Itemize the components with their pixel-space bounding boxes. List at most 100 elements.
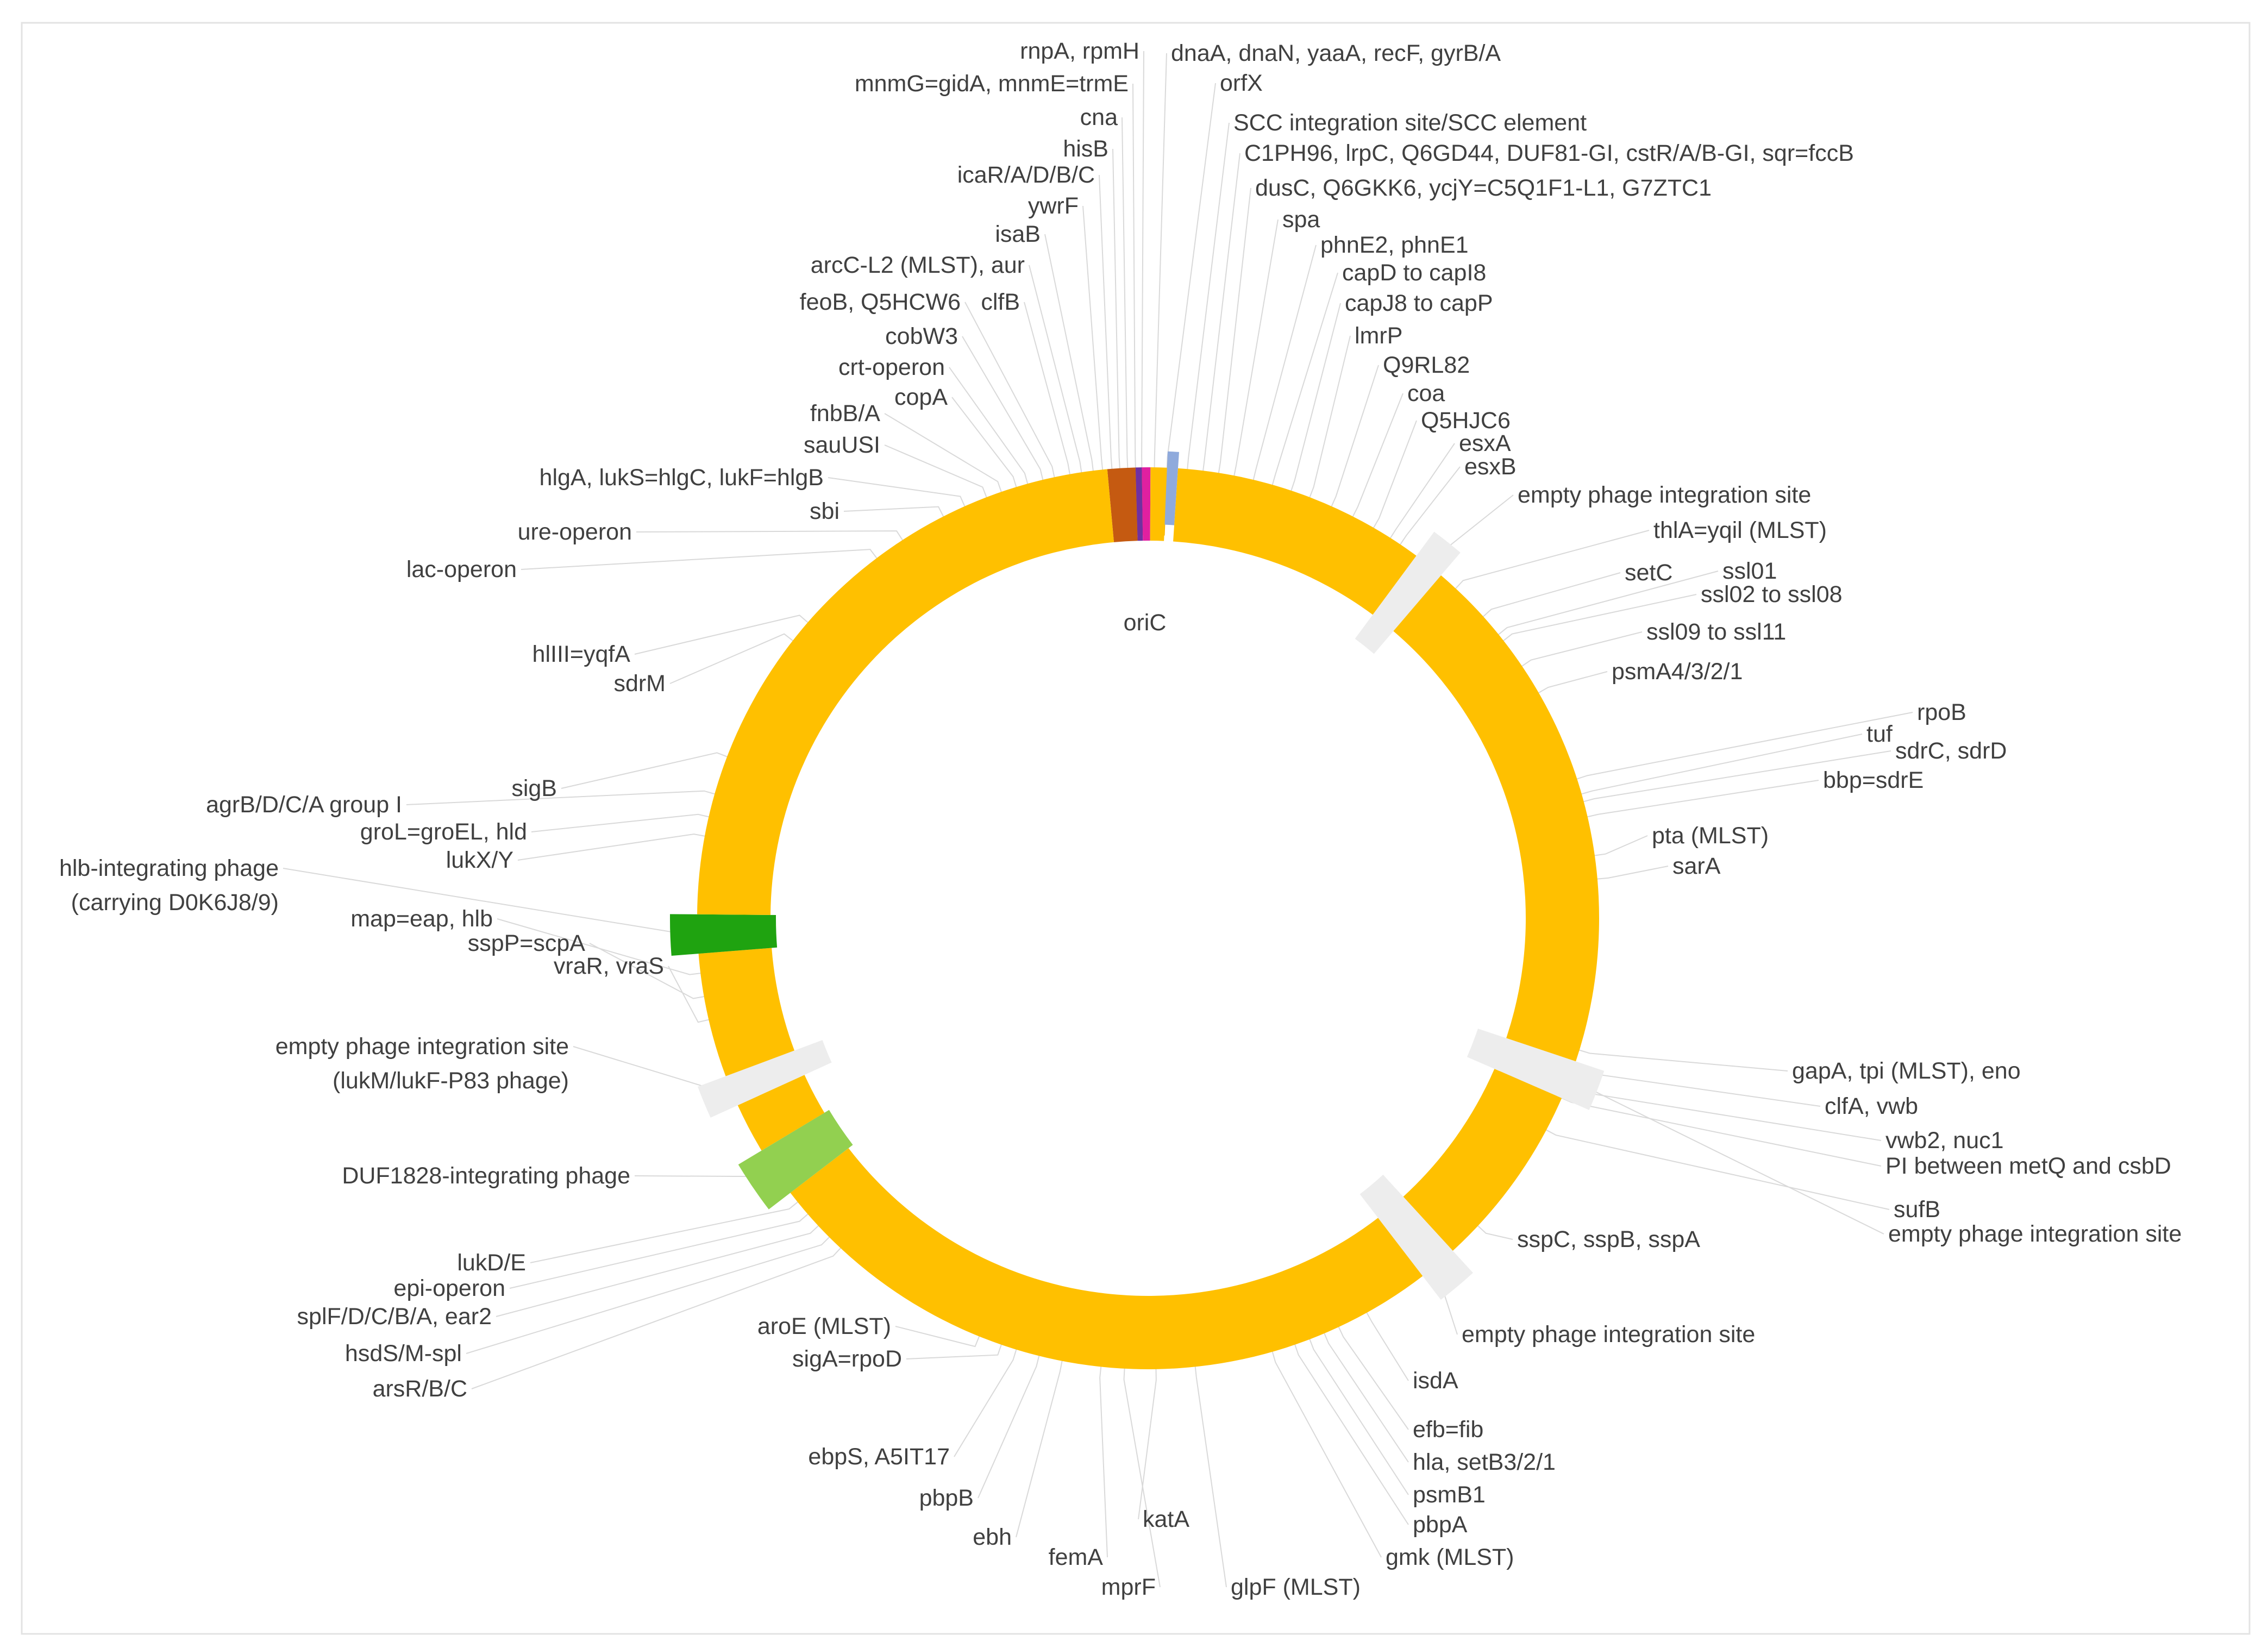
gene-label: tuf: [1866, 721, 1893, 747]
gene-label: coa: [1407, 380, 1445, 406]
gene-label: esxA: [1459, 430, 1511, 456]
gene-label: femA: [1049, 1544, 1104, 1570]
gene-label: isaB: [995, 221, 1041, 247]
gene-label: arsR/B/C: [373, 1376, 467, 1402]
gene-label: Q5HJC6: [1421, 408, 1511, 434]
empty-phage-site-3: [1359, 1174, 1473, 1300]
gene-label: psmA4/3/2/1: [1612, 659, 1743, 685]
gene-label: orfX: [1220, 70, 1263, 96]
leader-line: [1141, 51, 1144, 519]
gene-label: lukD/E: [457, 1250, 526, 1276]
gene-label: glpF (MLST): [1231, 1574, 1361, 1600]
duf1828-phage: [738, 1110, 853, 1210]
gene-label: rpoB: [1917, 699, 1966, 725]
gene-label: aroE (MLST): [757, 1313, 891, 1339]
leader-line: [1099, 174, 1117, 521]
gene-label: ssl09 to ssl11: [1646, 619, 1786, 645]
gene-label: sigA=rpoD: [792, 1346, 902, 1372]
gene-label: PI between metQ and csbD: [1885, 1153, 2171, 1179]
core-arc-7: [698, 948, 795, 1076]
gene-label: ssl02 to ssl08: [1701, 581, 1843, 607]
gene-label: empty phage integration site: [1888, 1221, 2182, 1247]
gene-label: lac-operon: [406, 556, 517, 582]
oric-magenta: [1142, 467, 1151, 541]
gene-label: sbi: [810, 498, 839, 524]
leader-line: [1500, 1105, 1890, 1210]
leader-line: [1122, 117, 1131, 519]
core-arc-4: [1403, 1069, 1562, 1251]
gene-label: rnpA, rpmH: [1020, 38, 1139, 64]
gene-label: SCC integration site/SCC element: [1233, 110, 1587, 136]
gene-label: setC: [1625, 560, 1672, 586]
gene-label: ebh: [973, 1524, 1012, 1550]
gene-label: empty phage integration site: [1462, 1321, 1755, 1348]
empty-phage-site-1: [1355, 531, 1461, 654]
core-arc-8: [697, 469, 1114, 915]
gene-label: DUF1828-integrating phage: [342, 1163, 630, 1189]
gene-label: ebpS, A5IT17: [808, 1444, 950, 1470]
gene-label: dusC, Q6GKK6, ycjY=C5Q1F1-L1, G7ZTC1: [1255, 175, 1712, 201]
gene-label: hla, setB3/2/1: [1413, 1449, 1556, 1475]
gene-label: dnaA, dnaN, yaaA, recF, gyrB/A: [1171, 40, 1501, 66]
core-arc-6: [737, 1075, 825, 1151]
gene-label: cobW3: [885, 323, 958, 349]
leader-line: [496, 1190, 857, 1317]
gene-label: thlA=yqil (MLST): [1653, 517, 1827, 543]
gene-label: gmk (MLST): [1386, 1544, 1514, 1570]
gene-label: mnmG=gidA, mnmE=trmE: [855, 71, 1129, 97]
chromosome-ring: [670, 451, 1605, 1369]
core-arc-2: [1173, 468, 1417, 615]
gene-label: agrB/D/C/A group I: [206, 792, 402, 818]
gene-label: isdA: [1413, 1368, 1458, 1394]
scc-element: [1164, 451, 1179, 525]
gene-label: sspC, sspB, sspA: [1517, 1226, 1700, 1252]
gene-label: sdrM: [613, 671, 666, 697]
core-arc-5: [790, 1148, 1423, 1369]
gene-label: hlIII=yqfA: [532, 641, 631, 667]
oric-label: oriC: [1124, 610, 1167, 636]
gene-label: C1PH96, lrpC, Q6GD44, DUF81-GI, cstR/A/B…: [1244, 140, 1854, 166]
leader-line: [406, 790, 765, 809]
gene-label: gapA, tpi (MLST), eno: [1792, 1058, 2021, 1084]
gene-label: cna: [1080, 104, 1118, 130]
empty-phage-site-4: [698, 1040, 832, 1118]
gene-label: capD to capI8: [1342, 260, 1486, 286]
gene-label: pta (MLST): [1652, 823, 1769, 849]
gene-label: map=eap, hlb: [350, 906, 493, 932]
gene-label: bbp=sdrE: [1823, 767, 1924, 793]
gene-label: clfB: [981, 289, 1020, 315]
gene-label: splF/D/C/B/A, ear2: [297, 1304, 492, 1330]
gene-label: (lukM/lukF-P83 phage): [333, 1068, 569, 1094]
gene-label: epi-operon: [393, 1275, 505, 1301]
gene-label: copA: [894, 384, 948, 410]
leader-line: [1153, 53, 1167, 519]
gene-label: ywrF: [1028, 193, 1079, 219]
gene-label: sarA: [1672, 853, 1721, 879]
gene-label: esxB: [1464, 454, 1517, 480]
gene-label: empty phage integration site: [1518, 482, 1811, 508]
gene-label: crt-operon: [838, 354, 945, 380]
gene-label: psmB1: [1413, 1482, 1486, 1508]
gene-label: sspP=scpA: [468, 930, 586, 956]
gene-label: vwb2, nuc1: [1885, 1127, 2004, 1154]
gene-label: vraR, vraS: [554, 953, 664, 979]
empty-phage-site-2: [1467, 1029, 1605, 1110]
gene-label: sauUSI: [804, 432, 880, 458]
gene-label: pbpA: [1413, 1512, 1468, 1538]
gene-label: pbpB: [919, 1485, 974, 1511]
oric-brown: [1107, 467, 1138, 542]
gene-label: hlb-integrating phage: [59, 855, 279, 881]
gene-label: feoB, Q5HCW6: [800, 289, 961, 315]
gene-label: hsdS/M-spl: [345, 1340, 462, 1367]
gene-label: sdrC, sdrD: [1895, 738, 2007, 764]
core-arc-1: [1150, 467, 1167, 541]
gene-label: icaR/A/D/B/C: [957, 162, 1095, 188]
gene-label: (carrying D0K6J8/9): [71, 889, 279, 916]
core-arc-3: [1393, 575, 1600, 1062]
gene-label: efb=fib: [1413, 1417, 1483, 1443]
gene-label: lukX/Y: [446, 847, 513, 873]
leader-line: [1132, 83, 1138, 519]
gene-label: sufB: [1894, 1196, 1940, 1223]
gene-label: ssl01: [1722, 558, 1777, 584]
